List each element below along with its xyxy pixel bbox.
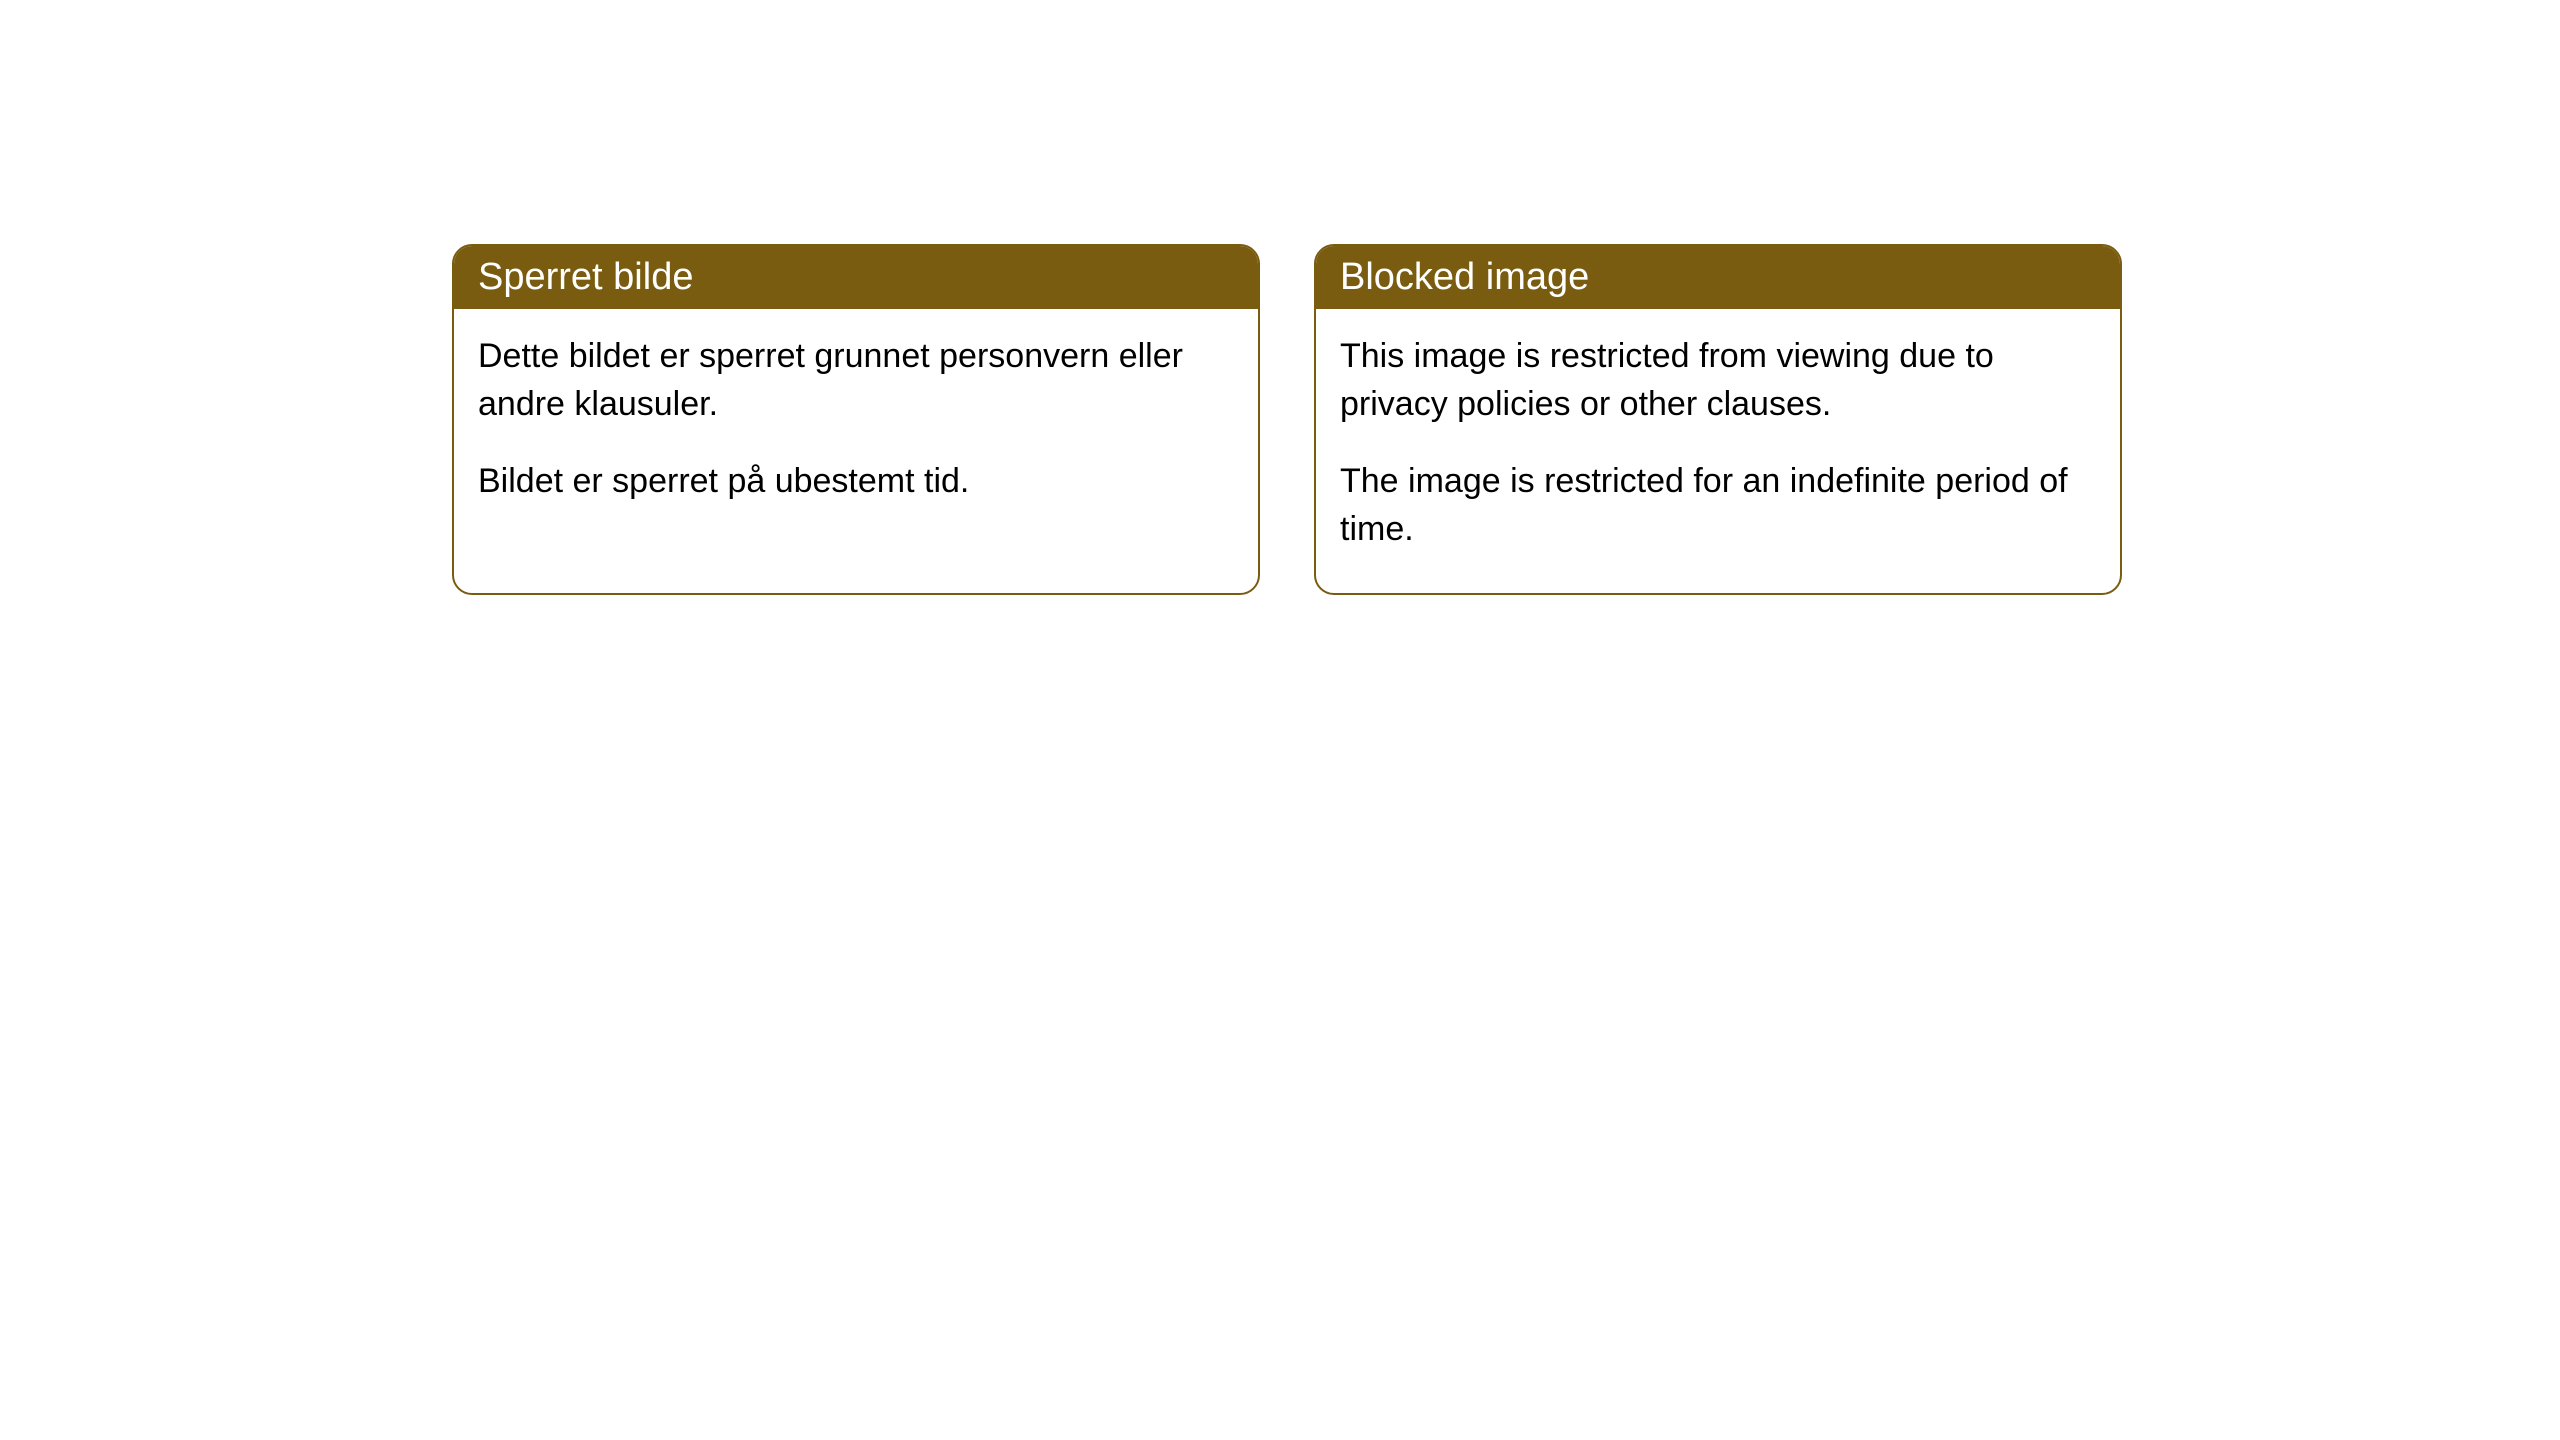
norwegian-card-paragraph-2: Bildet er sperret på ubestemt tid. (478, 458, 1234, 506)
norwegian-card-body: Dette bildet er sperret grunnet personve… (454, 309, 1258, 546)
norwegian-card-title: Sperret bilde (478, 256, 693, 298)
english-card-header: Blocked image (1316, 246, 2120, 309)
norwegian-card-header: Sperret bilde (454, 246, 1258, 309)
english-card-body: This image is restricted from viewing du… (1316, 309, 2120, 593)
norwegian-notice-card: Sperret bilde Dette bildet er sperret gr… (452, 244, 1260, 595)
norwegian-card-paragraph-1: Dette bildet er sperret grunnet personve… (478, 333, 1234, 428)
english-card-paragraph-2: The image is restricted for an indefinit… (1340, 458, 2096, 553)
notice-cards-container: Sperret bilde Dette bildet er sperret gr… (452, 244, 2122, 595)
english-card-title: Blocked image (1340, 256, 1589, 298)
english-notice-card: Blocked image This image is restricted f… (1314, 244, 2122, 595)
english-card-paragraph-1: This image is restricted from viewing du… (1340, 333, 2096, 428)
